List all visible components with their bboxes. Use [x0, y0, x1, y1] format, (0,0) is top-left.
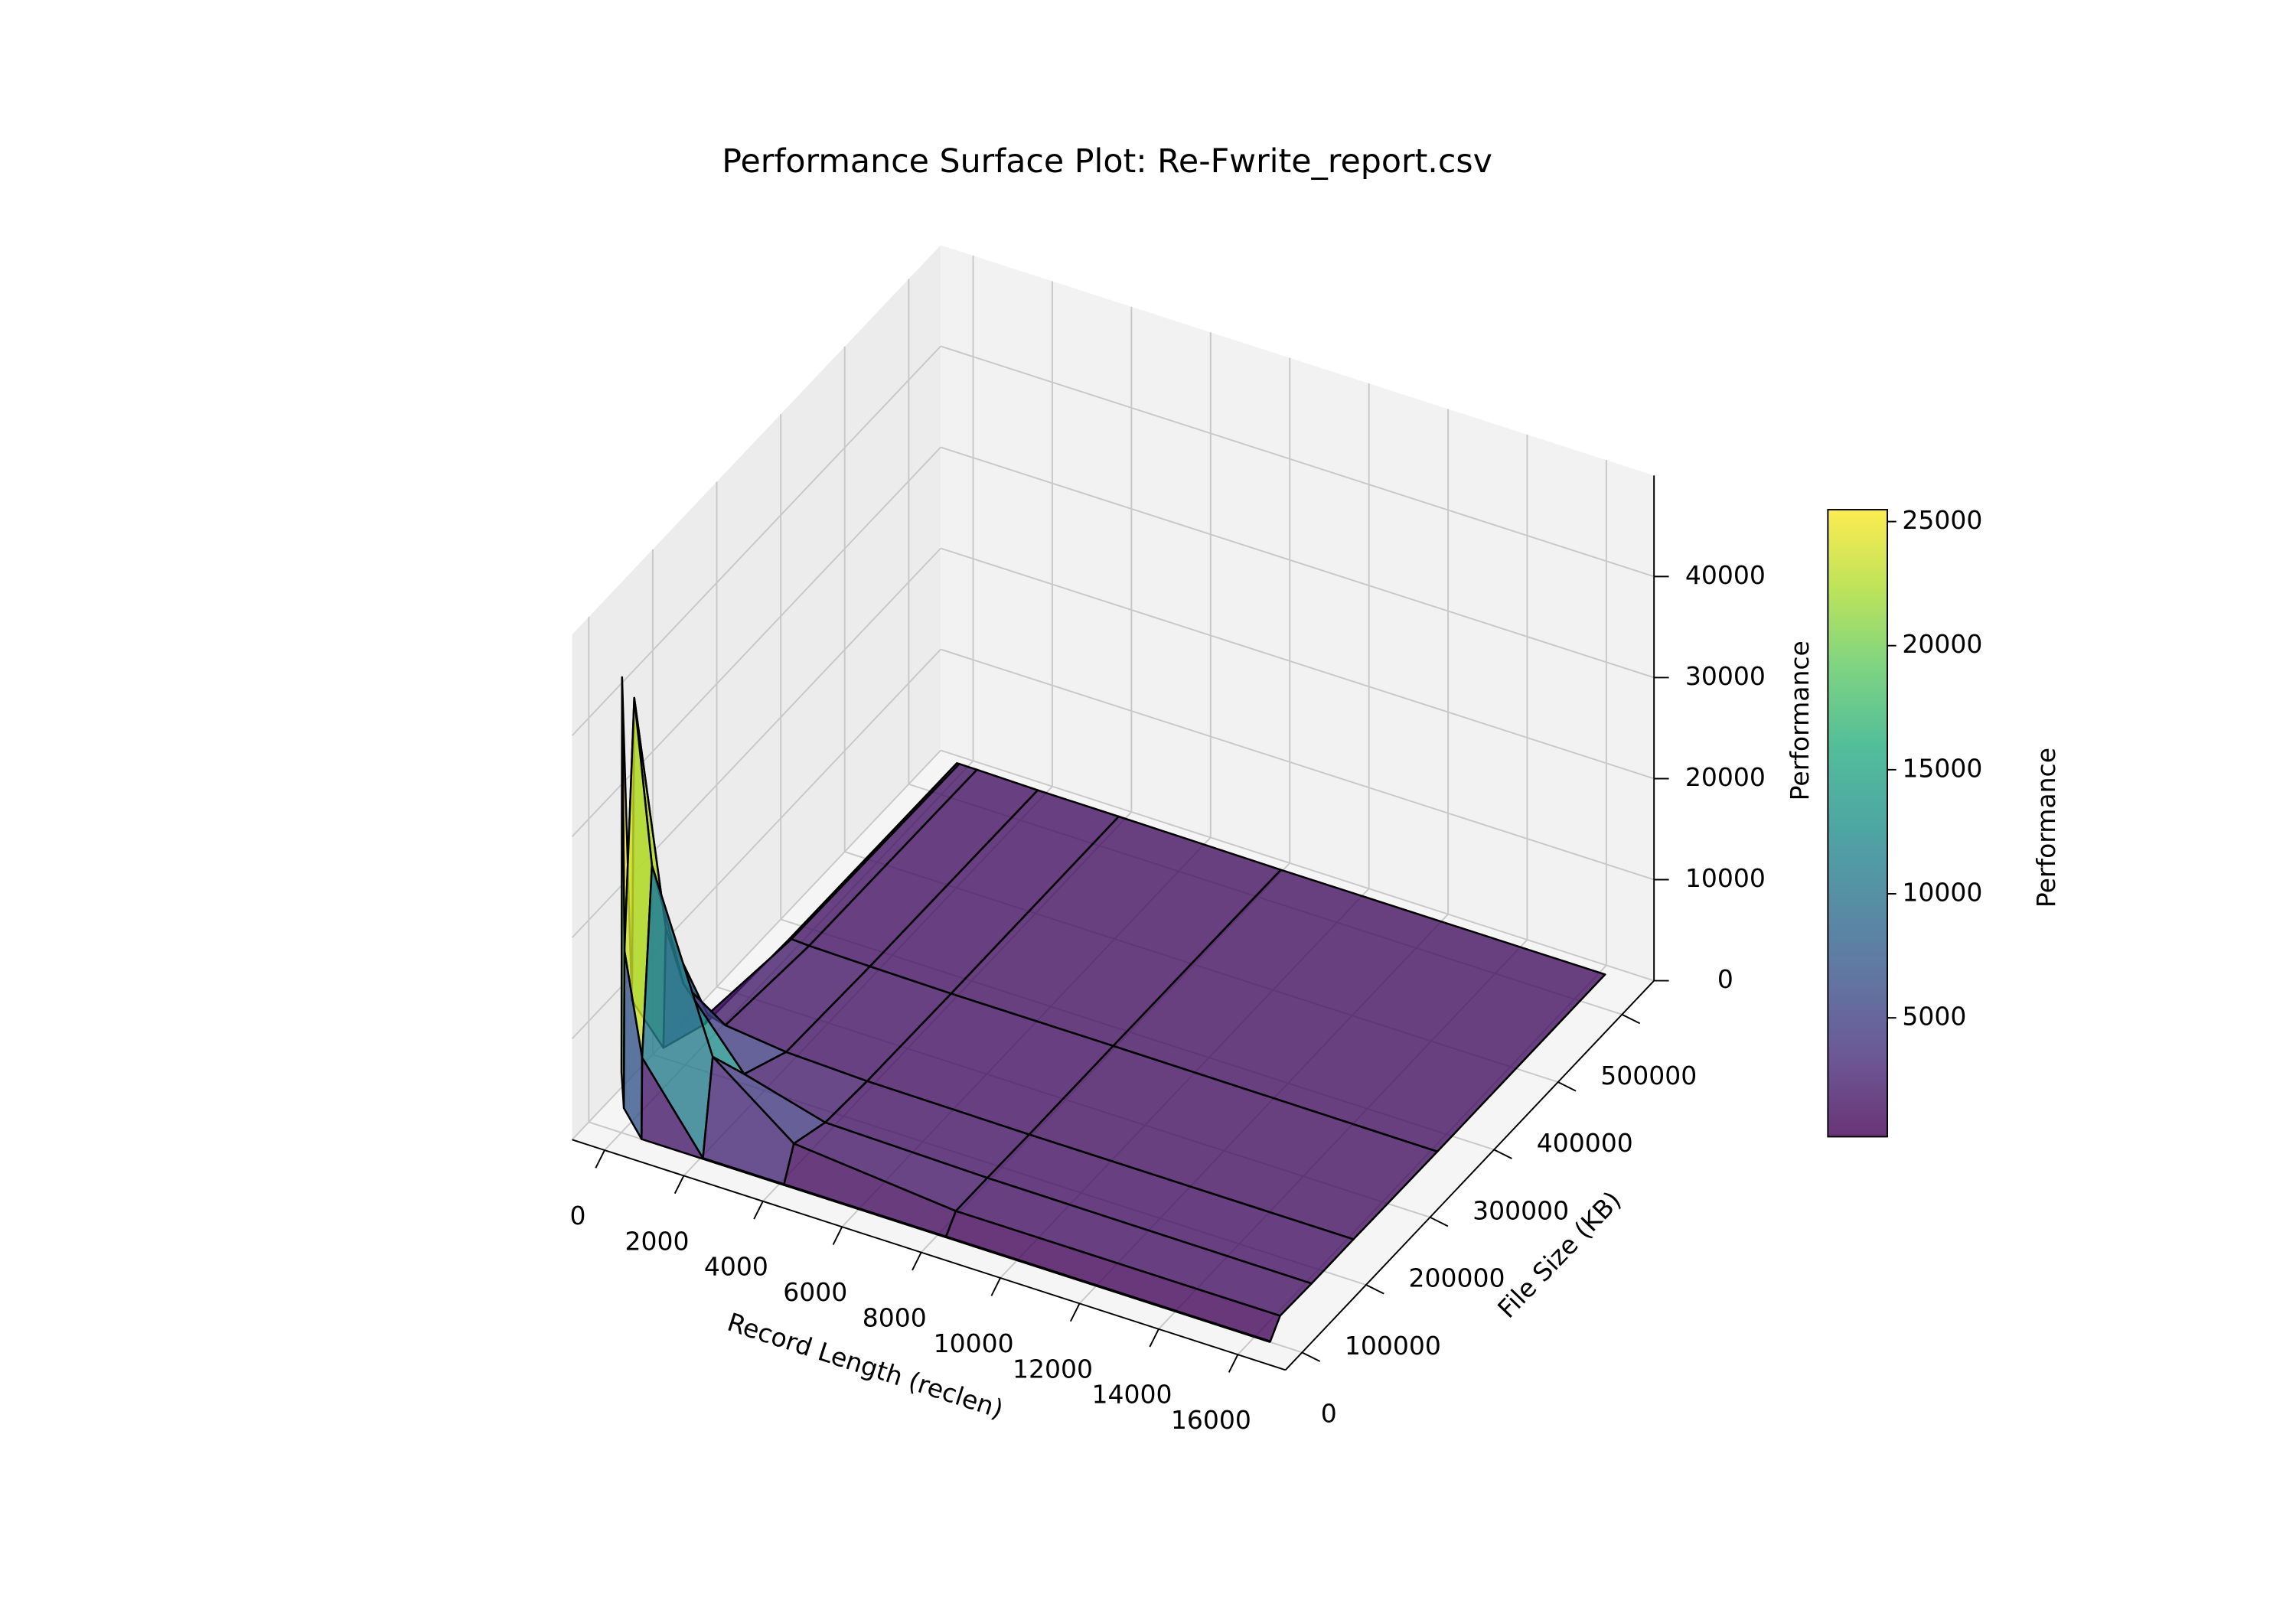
x-tick	[990, 1277, 1001, 1296]
grid-line	[940, 446, 1655, 679]
grid-line	[940, 547, 1655, 780]
y-tick	[1493, 1149, 1512, 1159]
y-tick-label: 100000	[1345, 1331, 1441, 1361]
colorbar-tick-label: 10000	[1902, 877, 1982, 907]
y-tick-label: 300000	[1473, 1195, 1569, 1225]
colorbar-tick-label: 25000	[1902, 505, 1982, 535]
pane-back	[941, 245, 1655, 981]
y-tick	[1557, 1081, 1577, 1092]
x-tick	[673, 1175, 685, 1195]
colorbar	[1827, 509, 1888, 1138]
x-tick	[832, 1226, 843, 1245]
z-tick-label: 40000	[1685, 560, 1766, 590]
x-tick-label: 0	[570, 1201, 586, 1231]
x-tick-label: 16000	[1171, 1405, 1251, 1435]
axis-line	[1284, 980, 1655, 1371]
y-tick	[1430, 1216, 1449, 1227]
x-tick	[1069, 1302, 1081, 1322]
y-tick-label: 500000	[1600, 1061, 1697, 1090]
y-tick	[1365, 1284, 1384, 1295]
z-axis-label: Performance	[1785, 641, 1815, 800]
colorbar-tick-label: 5000	[1902, 1002, 1966, 1032]
axis-line	[572, 1139, 1286, 1371]
chart-title: Performance Surface Plot: Re-Fwrite_repo…	[722, 142, 1492, 181]
x-tick-label: 6000	[783, 1277, 847, 1307]
x-tick	[912, 1252, 922, 1271]
z-tick-label: 20000	[1685, 762, 1766, 792]
y-tick-label: 0	[1321, 1398, 1337, 1428]
x-tick	[595, 1149, 605, 1169]
colorbar-label: Performance	[2031, 748, 2061, 908]
y-tick	[1621, 1013, 1641, 1025]
x-tick-label: 2000	[625, 1226, 689, 1256]
x-tick-label: 8000	[863, 1302, 927, 1332]
grid-line	[940, 648, 1655, 881]
z-tick-label: 30000	[1685, 661, 1766, 691]
x-tick-label: 14000	[1091, 1380, 1172, 1410]
grid-line	[571, 345, 941, 736]
x-tick	[1149, 1328, 1159, 1348]
y-tick-label: 400000	[1537, 1128, 1633, 1158]
y-tick	[1301, 1351, 1321, 1362]
x-tick	[1228, 1354, 1239, 1373]
colorbar-tick-label: 20000	[1902, 629, 1982, 659]
x-tick-label: 10000	[934, 1328, 1014, 1358]
y-tick-label: 200000	[1409, 1263, 1505, 1293]
grid-line	[940, 345, 1655, 578]
x-tick-label: 4000	[704, 1252, 768, 1282]
grid-line	[940, 749, 1655, 982]
x-tick	[753, 1201, 764, 1220]
colorbar-tick-label: 15000	[1902, 753, 1982, 783]
z-tick-label: 10000	[1685, 863, 1766, 893]
z-tick-label: 0	[1717, 964, 1733, 994]
x-tick-label: 12000	[1013, 1354, 1093, 1384]
surface-face	[944, 1235, 1272, 1343]
